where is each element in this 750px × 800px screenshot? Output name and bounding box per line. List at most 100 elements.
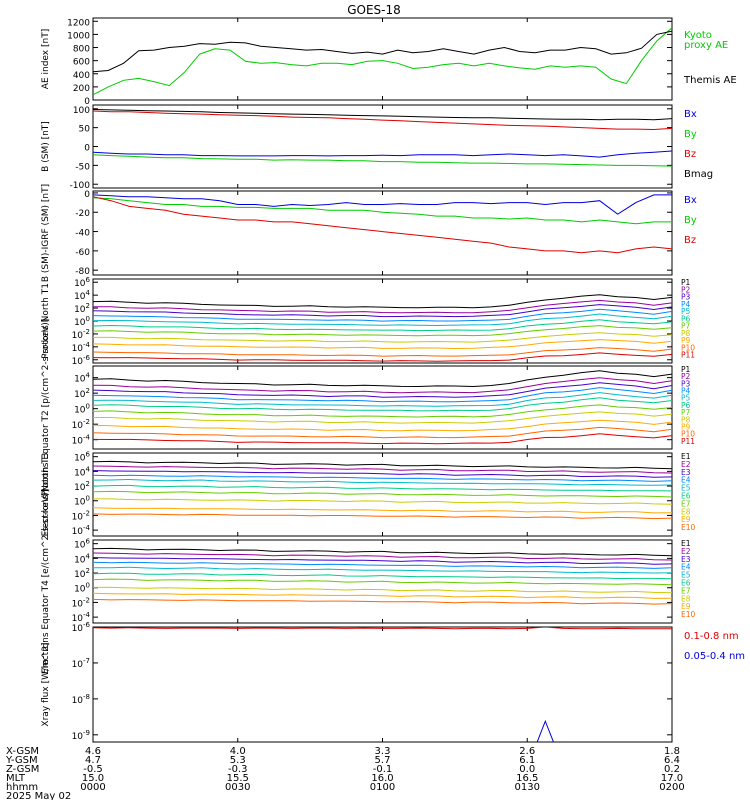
series-group xyxy=(93,294,672,362)
y-tick-label-1: 10-7 xyxy=(72,657,90,670)
series-line-1 xyxy=(93,27,672,96)
channel-label-E3: E3 xyxy=(681,555,691,564)
channel-label-E6: E6 xyxy=(681,492,691,501)
x-row-value: 4.6 xyxy=(85,746,101,757)
channel-label-P5: P5 xyxy=(681,307,691,316)
legend-entry-3: Bz xyxy=(684,235,696,246)
y-axis-label: Electrons North T3 xyxy=(41,453,51,537)
channel-label-P1: P1 xyxy=(681,278,691,287)
x-row-value: 6.4 xyxy=(664,755,680,766)
y-axis-label: B (SM) [nT] xyxy=(41,121,51,172)
channel-label-E7: E7 xyxy=(681,586,691,595)
x-row-value: 0100 xyxy=(370,782,395,793)
x-row-label-4: MLT xyxy=(6,773,26,784)
x-row-label-1: X-GSM xyxy=(6,746,39,757)
series-group xyxy=(93,194,672,254)
panel-frame xyxy=(92,104,673,189)
x-row-value: 15.5 xyxy=(227,773,249,784)
series-group xyxy=(93,370,672,445)
channel-line-E2 xyxy=(93,552,672,561)
y-tick-label-2: 102 xyxy=(74,480,90,493)
y-tick-label-6: 10-6 xyxy=(72,354,91,367)
y-tick-label-0: 104 xyxy=(74,372,90,385)
x-row-value: 17.0 xyxy=(661,773,683,784)
x-row-value: 16.0 xyxy=(371,773,393,784)
channel-line-E1 xyxy=(93,547,672,557)
channel-line-P3 xyxy=(93,304,672,318)
x-row-value: 5.7 xyxy=(375,755,391,766)
channel-line-E7 xyxy=(93,578,672,586)
legend-entry-2: 0.05-0.4 nm xyxy=(684,651,745,662)
y-axis-label: AE index [nT] xyxy=(41,29,51,89)
x-row-value: 15.0 xyxy=(82,773,104,784)
y-tick-label: 800 xyxy=(73,45,90,55)
channel-label-P7: P7 xyxy=(681,322,691,331)
channel-line-P5 xyxy=(93,392,672,407)
y-tick-label: -80 xyxy=(75,267,90,277)
x-row-value: 5.3 xyxy=(230,755,246,766)
y-tick-label: -60 xyxy=(75,248,90,258)
series-line-2 xyxy=(93,30,672,73)
y-tick-label: -50 xyxy=(75,162,90,172)
channel-label-E9: E9 xyxy=(681,602,691,611)
x-row-label-2: Y-GSM xyxy=(5,755,38,766)
x-axis-annotation: X-GSM 4.6 4.0 3.3 2.6 1.8 Y-GSM 4.7 5.3 5.7 6.1 6.4… xyxy=(5,746,685,800)
y-tick-label-4: 10-4 xyxy=(72,434,91,447)
y-tick-label: 1000 xyxy=(67,31,90,41)
legend-entry-1: Bx xyxy=(684,109,697,120)
series-line-2 xyxy=(93,154,672,167)
channel-label-P9: P9 xyxy=(681,336,691,345)
channel-label-P3: P3 xyxy=(681,293,691,302)
channel-label-E9: E9 xyxy=(681,515,691,524)
channel-line-P3 xyxy=(93,382,672,398)
y-tick-label-2: 102 xyxy=(74,302,90,315)
y-tick-label-3: 100 xyxy=(74,495,90,508)
y-tick-label: 50 xyxy=(79,125,91,135)
channel-label-E3: E3 xyxy=(681,468,691,477)
channel-line-P2 xyxy=(93,377,672,394)
channel-label-E4: E4 xyxy=(681,563,691,572)
channel-line-E4 xyxy=(93,474,672,482)
series-line-1 xyxy=(93,194,672,215)
y-tick-label-4: 10-2 xyxy=(72,596,90,609)
channel-line-P1 xyxy=(93,370,672,388)
channel-label-P5: P5 xyxy=(681,394,691,403)
channel-line-P6 xyxy=(93,397,672,412)
channel-line-E5 xyxy=(93,478,672,486)
channel-label-P4: P4 xyxy=(681,300,691,309)
series-line-3 xyxy=(93,110,672,131)
y-axis-label: Electrons Equator T4 [e/(cm^2-s-sr-keV)] xyxy=(41,489,51,674)
channel-line-E6 xyxy=(93,572,672,580)
y-tick-label: 1200 xyxy=(67,18,90,28)
y-tick-label-3: 10-9 xyxy=(72,729,90,742)
series-line-2 xyxy=(93,197,672,225)
channel-label-P4: P4 xyxy=(681,387,691,396)
y-tick-label-3: 100 xyxy=(74,582,90,595)
channel-label-P10: P10 xyxy=(681,343,695,352)
channel-line-P8 xyxy=(93,332,672,343)
y-tick-label-2: 100 xyxy=(74,403,90,416)
x-row-value: 0200 xyxy=(659,782,684,793)
y-tick-label-1: 104 xyxy=(74,552,90,565)
series-group xyxy=(93,460,672,520)
channel-line-E2 xyxy=(93,465,672,474)
y-tick-label-1: 104 xyxy=(74,465,90,478)
x-row-value: -0.5 xyxy=(83,764,103,775)
channel-line-E1 xyxy=(93,460,672,470)
y-tick-label-5: 10-4 xyxy=(72,341,91,354)
series-line-4 xyxy=(93,109,672,121)
y-tick-label: -100 xyxy=(70,181,91,191)
x-row-value: 6.1 xyxy=(519,755,535,766)
panel-8: 10-6 10-7 10-8 10-9 Xray flux [W/m^2] 0.1-0.8… xyxy=(41,621,745,743)
legend-entry-3: Bz xyxy=(684,149,696,160)
channel-line-P11 xyxy=(93,433,672,445)
channel-line-P1 xyxy=(93,294,672,309)
channel-line-P10 xyxy=(93,426,672,439)
channel-label-P9: P9 xyxy=(681,422,691,431)
y-tick-label-5: 10-4 xyxy=(72,611,91,624)
channel-line-E9 xyxy=(93,592,672,599)
channel-label-E8: E8 xyxy=(681,594,691,603)
